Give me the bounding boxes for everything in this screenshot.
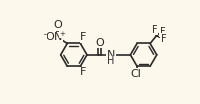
Text: H: H [107, 56, 115, 66]
Text: F: F [80, 67, 87, 77]
Text: O: O [45, 32, 54, 42]
Text: -: - [44, 30, 47, 40]
Text: +: + [59, 31, 65, 37]
Text: F: F [160, 27, 165, 37]
Text: O: O [95, 38, 104, 48]
Text: O: O [54, 20, 62, 30]
Text: F: F [80, 32, 87, 42]
Text: Cl: Cl [130, 69, 141, 79]
Text: F: F [161, 34, 166, 44]
Text: F: F [152, 25, 158, 35]
Text: N: N [107, 50, 115, 60]
Text: N: N [54, 32, 62, 42]
